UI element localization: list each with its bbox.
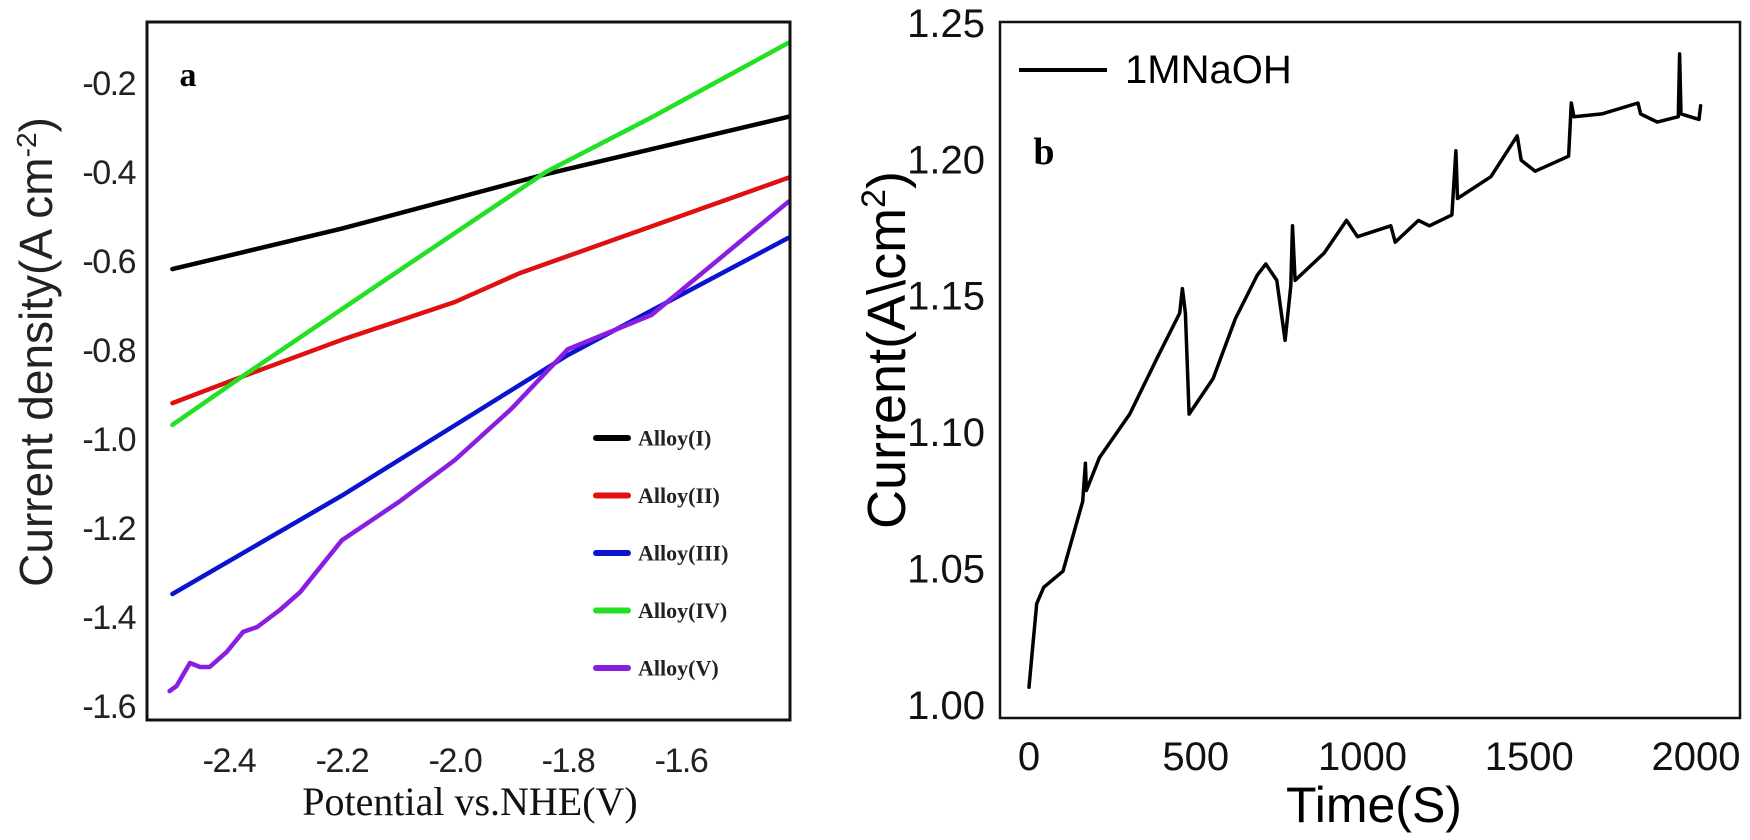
chart-b: 1.00 1.05 1.10 1.15 1.20 1.25 0 500 1000 1500 200… xyxy=(855,2,1742,833)
y-tick-label: -1.4 xyxy=(82,599,135,637)
chart-b-y-axis-title-text: Current(A\cm xyxy=(857,208,917,529)
x-tick-label: 500 xyxy=(1162,735,1229,779)
y-tick-label: -0.2 xyxy=(82,65,135,103)
chart-b-x-ticks: 0 500 1000 1500 2000 xyxy=(1018,735,1741,779)
chart-b-series xyxy=(1027,52,1703,689)
chart-a-y-ticks: -0.2 -0.4 -0.6 -0.8 -1.0 -1.2 -1.4 -1.6 xyxy=(82,65,137,726)
chart-a-series xyxy=(167,40,791,694)
chart-a: -0.2-0.4-0.6-0.8-1.0-1.2-1.4-1.6 -2.4 -2.… xyxy=(10,20,792,824)
y-tick-label: 1.10 xyxy=(907,411,985,455)
legend-label: Alloy(II) xyxy=(638,483,720,508)
x-tick-label: -1.8 xyxy=(542,742,595,780)
legend-label: Alloy(III) xyxy=(638,541,728,566)
chart-b-legend: 1MNaOH xyxy=(1019,48,1292,92)
series-line-1 xyxy=(170,114,791,272)
y-tick-label: 1.15 xyxy=(907,275,985,319)
series-line-4 xyxy=(170,40,791,428)
chart-a-y-axis-title-close: ) xyxy=(10,117,62,132)
chart-b-y-axis-title-sup: 2 xyxy=(855,189,893,208)
legend-label: Alloy(V) xyxy=(638,656,719,681)
chart-b-x-axis-title: Time(S) xyxy=(1286,777,1462,833)
x-tick-label: 0 xyxy=(1018,735,1040,779)
x-tick-label: -2.4 xyxy=(203,742,256,780)
series-line-1 xyxy=(1027,52,1703,689)
x-tick-label: 1000 xyxy=(1318,735,1407,779)
series-line-3 xyxy=(170,235,791,597)
legend-label: 1MNaOH xyxy=(1125,48,1292,92)
y-tick-label: -1.2 xyxy=(82,510,135,548)
y-tick-label: -1.0 xyxy=(82,421,135,459)
x-tick-label: -1.6 xyxy=(655,742,708,780)
y-tick-label: 1.20 xyxy=(907,138,985,182)
chart-a-y-axis-title: Current density(A cm-2) xyxy=(10,117,62,587)
chart-a-x-axis-title: Potential vs.NHE(V) xyxy=(302,779,638,824)
chart-b-y-axis-title: Current(A\cm2) xyxy=(855,171,917,529)
series-line-2 xyxy=(170,175,791,406)
x-tick-label: 1500 xyxy=(1485,735,1574,779)
y-tick-label: -0.4 xyxy=(82,154,135,192)
y-tick-label: -0.8 xyxy=(82,332,135,370)
chart-a-x-ticks: -2.4 -2.2 -2.0 -1.8 -1.6 xyxy=(203,742,710,780)
legend-label: Alloy(I) xyxy=(638,426,711,451)
chart-b-frame xyxy=(998,20,1742,720)
chart-a-legend: Alloy(I) Alloy(II) Alloy(III) Alloy(IV) Allo… xyxy=(593,426,728,681)
y-tick-label: -0.6 xyxy=(82,243,135,281)
chart-a-frame xyxy=(145,20,792,722)
legend-label: Alloy(IV) xyxy=(638,598,727,623)
panel-label-b: b xyxy=(1033,131,1054,173)
series-line-5 xyxy=(167,199,791,694)
x-tick-label: -2.2 xyxy=(316,742,369,780)
x-tick-label: -2.0 xyxy=(429,742,482,780)
chart-b-y-axis-title-close: ) xyxy=(857,171,917,189)
chart-b-y-ticks: 1.00 1.05 1.10 1.15 1.20 1.25 xyxy=(907,2,985,728)
chart-a-y-axis-title-sup: -2 xyxy=(11,132,42,157)
chart-a-y-axis-title-text: Current density(A cm xyxy=(10,157,62,586)
y-tick-label: -1.6 xyxy=(82,688,135,726)
x-tick-label: 2000 xyxy=(1651,735,1740,779)
panel-label-a: a xyxy=(180,57,197,94)
y-tick-label: 1.25 xyxy=(907,2,985,46)
y-tick-label: 1.00 xyxy=(907,684,985,728)
y-tick-label: 1.05 xyxy=(907,548,985,592)
